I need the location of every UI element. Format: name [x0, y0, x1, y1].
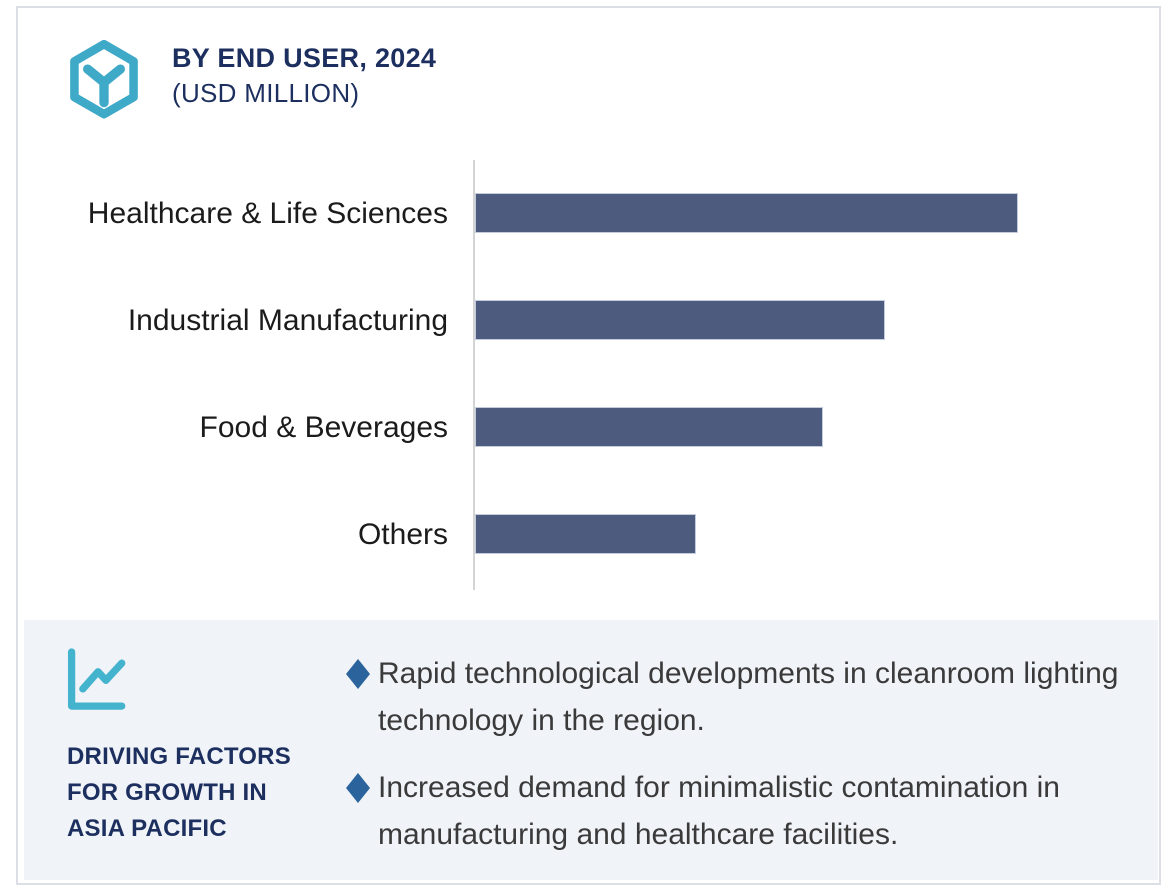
bullet-list: Rapid technological developments in clea… [346, 650, 1146, 878]
bar-category-label: Others [357, 517, 448, 551]
y-axis-line [473, 160, 475, 590]
chart-card: BY END USER, 2024 (USD MILLION) Healthca… [16, 6, 1161, 885]
bar-rows: Healthcare & Life Sciences Industrial Man… [18, 160, 1159, 588]
panel-heading-line: ASIA PACIFIC [67, 815, 227, 842]
panel-heading: DRIVING FACTORS FOR GROWTH IN ASIA PACIFIC [67, 739, 291, 847]
hexagon-cube-icon [70, 39, 138, 119]
bar-category-label: Food & Beverages [199, 410, 448, 444]
bar [475, 406, 823, 447]
bar-category-label: Healthcare & Life Sciences [87, 196, 448, 230]
bar-track [475, 513, 1159, 556]
chart-title: BY END USER, 2024 [172, 43, 437, 73]
bar-chart: Healthcare & Life Sciences Industrial Man… [18, 160, 1159, 590]
diamond-bullet-icon [346, 659, 370, 689]
bar [475, 513, 697, 554]
bar-row: Healthcare & Life Sciences [18, 160, 1159, 267]
diamond-bullet-icon [346, 773, 370, 803]
panel-heading-line: DRIVING FACTORS [67, 743, 291, 770]
bullet-text: Increased demand for minimalistic contam… [378, 771, 1060, 851]
bar-row: Others [18, 481, 1159, 588]
bar-track [475, 299, 1159, 342]
bar-row: Industrial Manufacturing [18, 267, 1159, 374]
chart-header: BY END USER, 2024 (USD MILLION) [64, 38, 436, 122]
bar-category-label: Industrial Manufacturing [127, 303, 448, 337]
chart-title-block: BY END USER, 2024 (USD MILLION) [172, 38, 436, 111]
bar [475, 299, 885, 340]
bar [475, 192, 1018, 233]
driving-factors-panel: DRIVING FACTORS FOR GROWTH IN ASIA PACIFIC… [24, 620, 1158, 880]
chart-subtitle: (USD MILLION) [172, 78, 360, 108]
bar-track [475, 406, 1159, 449]
bullet-item: Increased demand for minimalistic contam… [346, 764, 1146, 858]
panel-heading-line: FOR GROWTH IN [67, 779, 267, 806]
bullet-item: Rapid technological developments in clea… [346, 650, 1146, 744]
bullet-text: Rapid technological developments in clea… [378, 657, 1119, 737]
bar-track [475, 192, 1159, 235]
line-chart-icon [67, 648, 126, 710]
bar-row: Food & Beverages [18, 374, 1159, 481]
